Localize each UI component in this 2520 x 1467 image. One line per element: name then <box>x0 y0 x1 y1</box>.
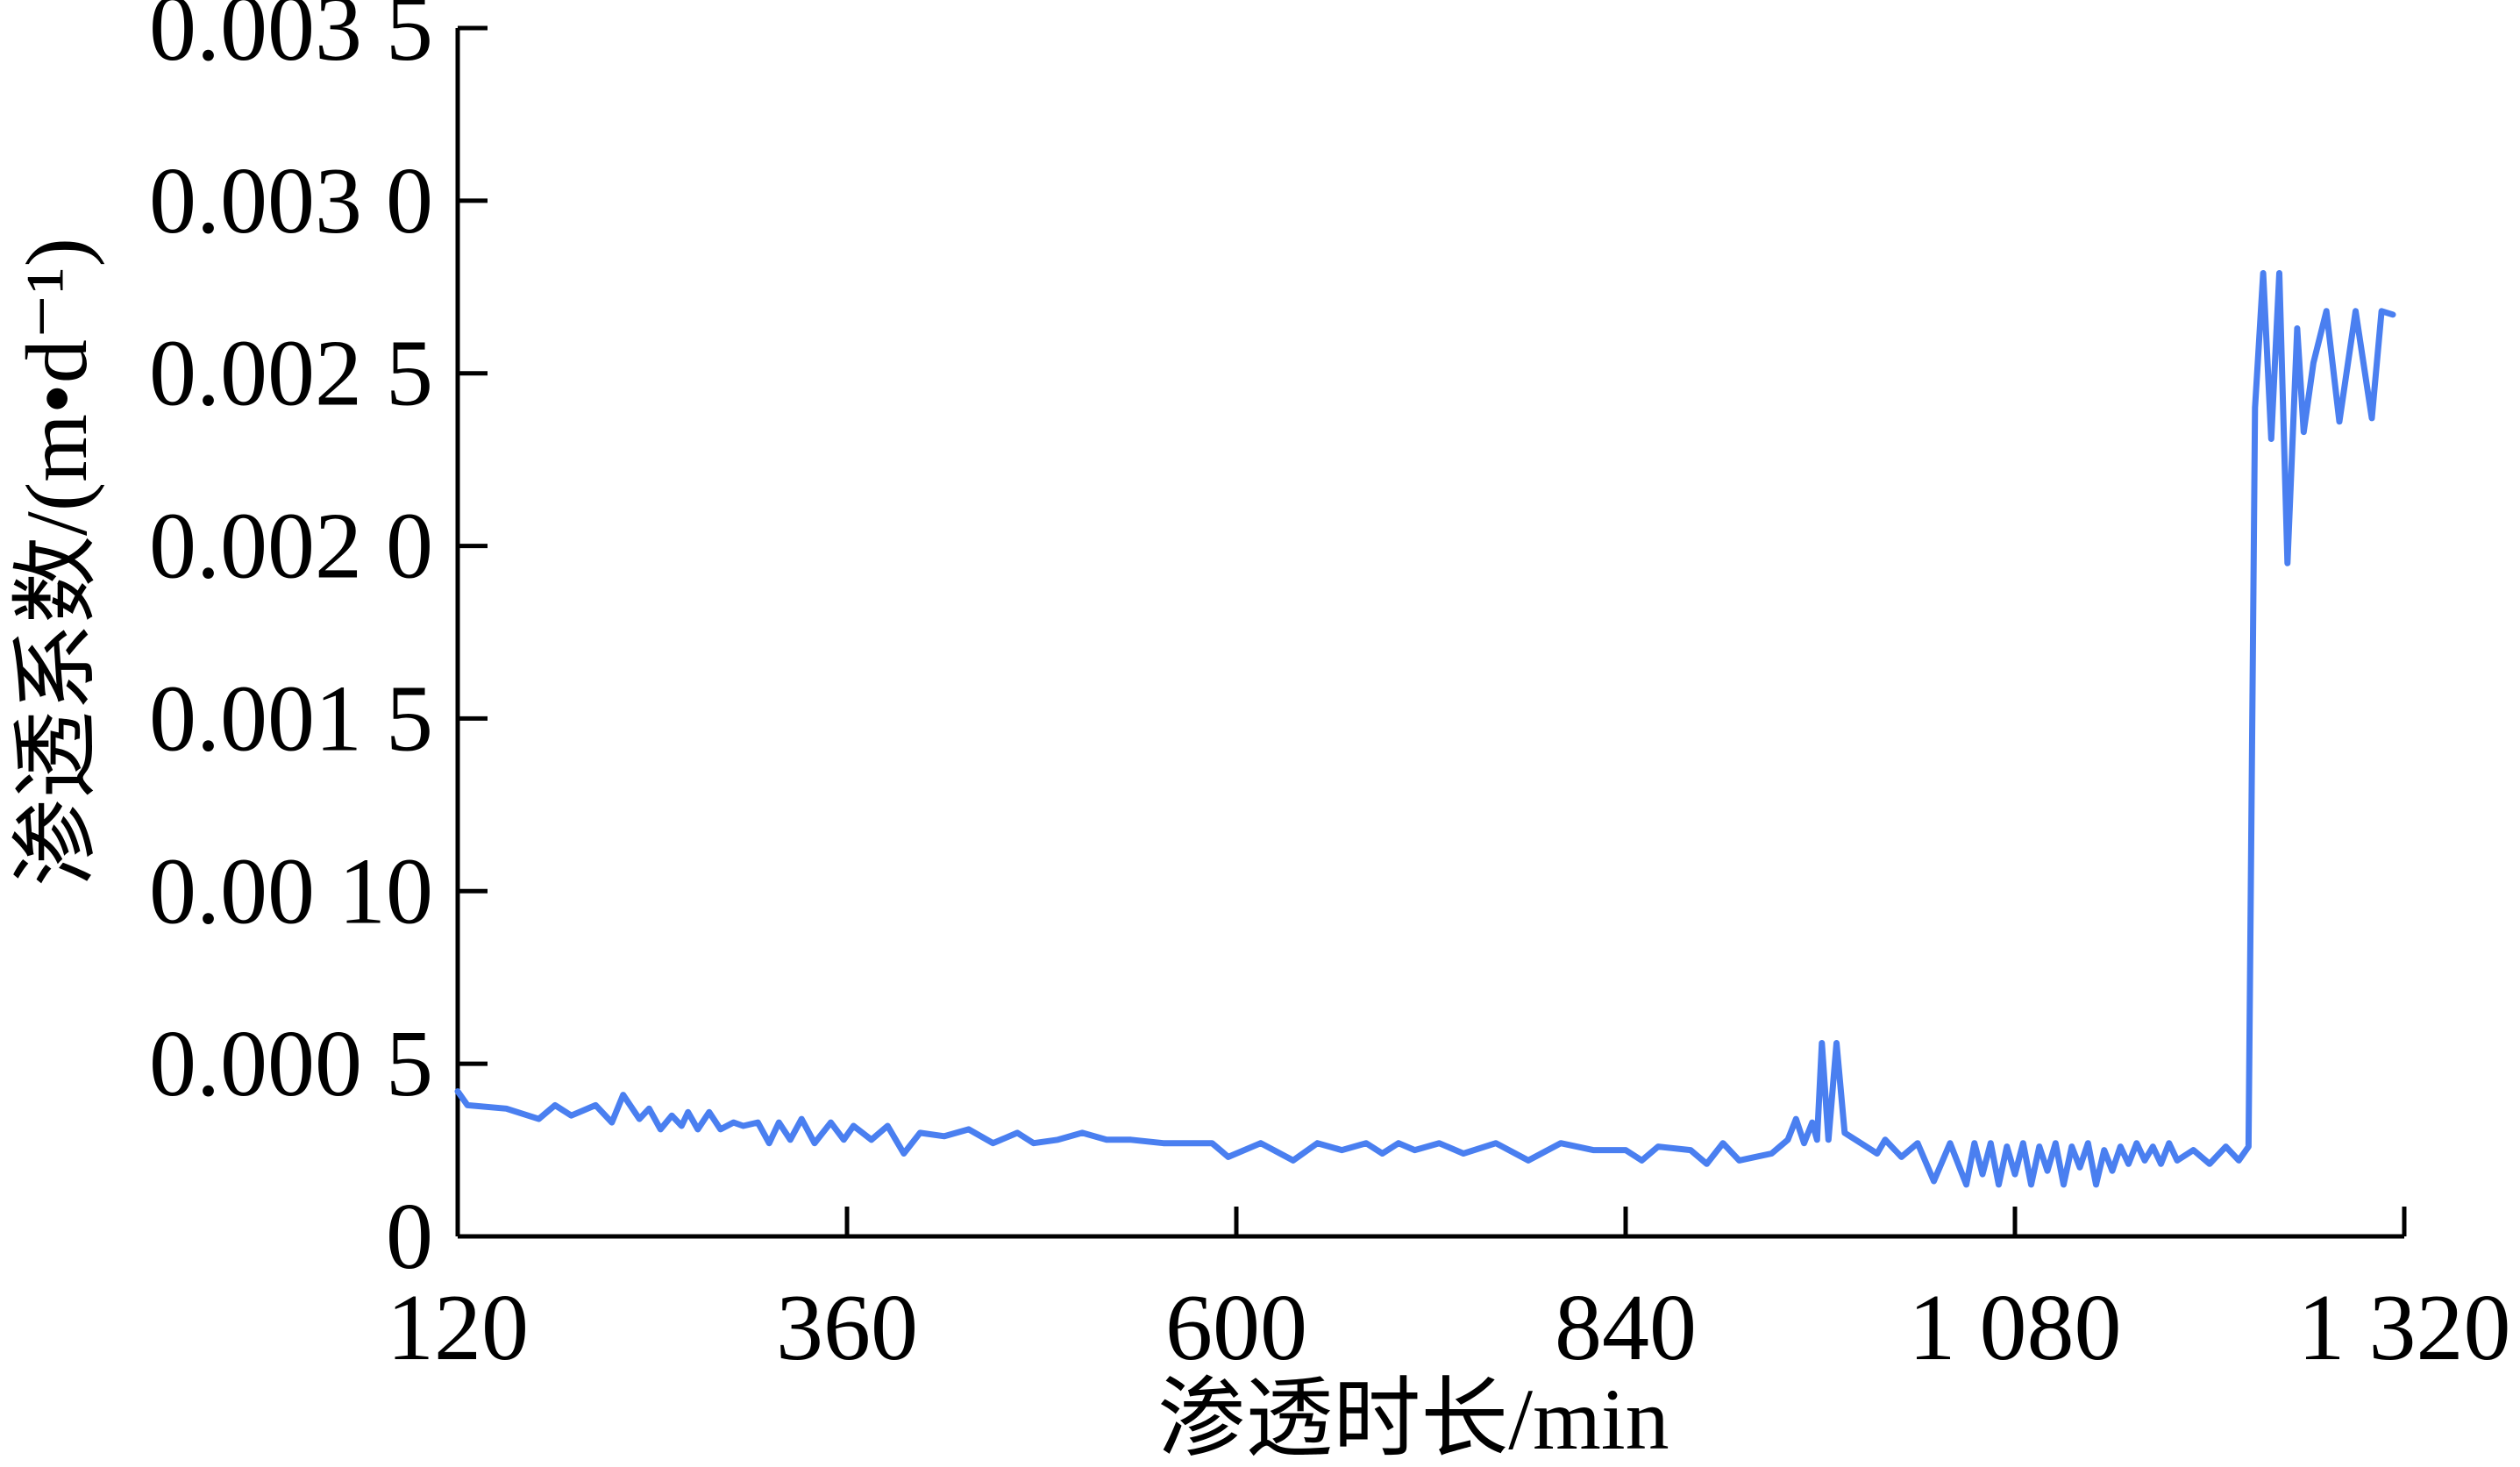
x-tick-label: 840 <box>1555 1276 1697 1380</box>
axes <box>455 28 2404 1239</box>
y-ticks: 0 0.000 5 0.00 10 0.001 5 0.002 0 0.002 5 0.00… <box>149 0 488 1289</box>
x-tick-label: 600 <box>1165 1276 1307 1380</box>
y-axis-title: 渗透系数/(m•d⁻¹) <box>8 238 105 887</box>
y-tick-label: 0.003 5 <box>149 0 433 81</box>
y-tick-label: 0.001 5 <box>149 666 433 771</box>
x-axis-title: 渗透时长/min <box>1157 1371 1669 1467</box>
x-tick-label: 1 080 <box>1909 1276 2122 1380</box>
series-group <box>454 270 2396 1188</box>
x-tick-label: 1 320 <box>2298 1276 2511 1380</box>
y-tick-label: 0.00 10 <box>149 839 433 944</box>
y-tick-label: 0.000 5 <box>149 1012 433 1116</box>
y-tick-label: 0.003 0 <box>149 149 433 253</box>
y-tick-label: 0.002 5 <box>149 322 433 426</box>
series-line <box>454 270 2396 1188</box>
x-tick-label: 120 <box>387 1276 529 1380</box>
y-tick-label: 0.002 0 <box>149 495 433 599</box>
x-ticks: 120 360 600 840 1 080 1 320 <box>387 1207 2511 1380</box>
x-tick-label: 360 <box>776 1276 918 1380</box>
y-tick-label: 0 <box>386 1185 433 1289</box>
